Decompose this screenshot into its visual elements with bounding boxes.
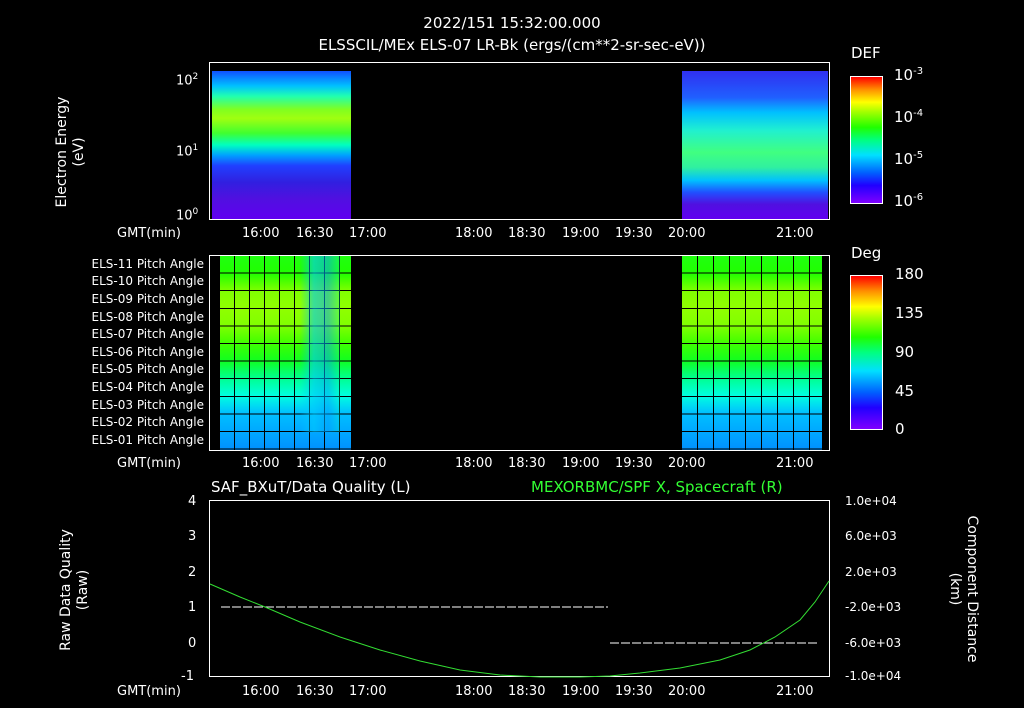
pa-row-label: ELS-09 Pitch Angle — [91, 292, 204, 306]
pitch-angle-grid-1 — [220, 256, 351, 450]
cbar1-label-1e-6: 10-6 — [894, 192, 924, 210]
pa-row-label: ELS-02 Pitch Angle — [91, 415, 204, 429]
x-axis-label: GMT(min) — [117, 684, 181, 699]
ytick-left: 3 — [188, 529, 197, 544]
xtick: 16:30 — [296, 456, 334, 471]
ytick-right: -6.0e+03 — [845, 636, 902, 650]
pa-row-label: ELS-01 Pitch Angle — [91, 433, 204, 447]
xtick: 17:00 — [349, 226, 387, 241]
xtick: 18:00 — [455, 226, 493, 241]
xtick: 21:00 — [776, 226, 814, 241]
pa-row-label: ELS-07 Pitch Angle — [91, 327, 204, 341]
x-axis-label: GMT(min) — [117, 456, 181, 471]
ytick-left: 2 — [188, 565, 197, 580]
xtick: 20:00 — [668, 226, 706, 241]
pa-row-label: ELS-04 Pitch Angle — [91, 380, 204, 394]
xtick: 17:00 — [349, 684, 387, 699]
ytick-left: 4 — [188, 494, 197, 509]
colorbar-deg — [850, 275, 883, 430]
ytick-right: -2.0e+03 — [845, 600, 902, 614]
xtick: 16:00 — [242, 226, 280, 241]
cbar2-label: 90 — [895, 343, 915, 361]
ytick-left: -1 — [181, 669, 194, 684]
panel1-title: ELSSCIL/MEx ELS-07 LR-Bk (ergs/(cm**2-sr… — [318, 36, 706, 54]
xtick: 18:00 — [455, 684, 493, 699]
panel3-right-title: MEXORBMC/SPF X, Spacecraft (R) — [531, 478, 783, 496]
panel3-plot-frame — [209, 500, 830, 677]
cbar2-label: 180 — [895, 265, 924, 283]
cbar2-label: 45 — [895, 382, 915, 400]
pa-row-label: ELS-03 Pitch Angle — [91, 398, 204, 412]
ytick-right: -1.0e+04 — [845, 669, 902, 683]
ytick-left: 1 — [188, 600, 197, 615]
xtick: 17:00 — [349, 456, 387, 471]
pitch-angle-grid-2 — [682, 256, 822, 450]
colorbar2-title: Deg — [851, 244, 882, 262]
colorbar-def — [850, 76, 883, 204]
xtick: 16:30 — [296, 684, 334, 699]
ytick-100: 102 — [176, 72, 199, 89]
pa-row-label: ELS-10 Pitch Angle — [91, 274, 204, 288]
xtick: 19:00 — [562, 226, 600, 241]
xtick: 18:30 — [508, 684, 546, 699]
cbar2-label: 135 — [895, 304, 924, 322]
colorbar1-title: DEF — [851, 44, 881, 62]
panel3-left-title: SAF_BXuT/Data Quality (L) — [211, 478, 411, 496]
ytick-right: 2.0e+03 — [845, 565, 897, 579]
xtick: 21:00 — [776, 684, 814, 699]
xtick: 19:30 — [615, 456, 653, 471]
cbar1-label-1e-5: 10-5 — [894, 150, 924, 168]
pa-row-label: ELS-05 Pitch Angle — [91, 362, 204, 376]
xtick: 16:00 — [242, 684, 280, 699]
xtick: 20:00 — [668, 684, 706, 699]
pitch-angle-shift-band — [300, 256, 340, 432]
xtick: 19:30 — [615, 684, 653, 699]
pa-row-label: ELS-08 Pitch Angle — [91, 310, 204, 324]
ytick-10: 101 — [176, 143, 199, 160]
spectrogram-block-1 — [212, 71, 351, 219]
xtick: 16:00 — [242, 456, 280, 471]
cbar1-label-1e-3: 10-3 — [894, 66, 924, 84]
panel2-plot-frame — [209, 255, 830, 451]
pa-row-label: ELS-11 Pitch Angle — [91, 257, 204, 271]
spf-x-curve — [209, 580, 830, 678]
ytick-right: 6.0e+03 — [845, 529, 897, 543]
xtick: 18:30 — [508, 226, 546, 241]
xtick: 16:30 — [296, 226, 334, 241]
xtick: 19:30 — [615, 226, 653, 241]
timestamp-title: 2022/151 15:32:00.000 — [423, 14, 601, 32]
ytick-1: 100 — [176, 207, 199, 224]
ytick-right: 1.0e+04 — [845, 494, 897, 508]
cbar2-label: 0 — [895, 420, 905, 438]
xtick: 19:00 — [562, 684, 600, 699]
xtick: 18:30 — [508, 456, 546, 471]
xtick: 21:00 — [776, 456, 814, 471]
spectrogram-block-2 — [682, 71, 828, 219]
x-axis-label: GMT(min) — [117, 226, 181, 241]
xtick: 19:00 — [562, 456, 600, 471]
xtick: 18:00 — [455, 456, 493, 471]
ytick-left: 0 — [188, 636, 197, 651]
xtick: 20:00 — [668, 456, 706, 471]
cbar1-label-1e-4: 10-4 — [894, 108, 924, 126]
pa-row-label: ELS-06 Pitch Angle — [91, 345, 204, 359]
panel1-plot-frame — [209, 62, 830, 220]
